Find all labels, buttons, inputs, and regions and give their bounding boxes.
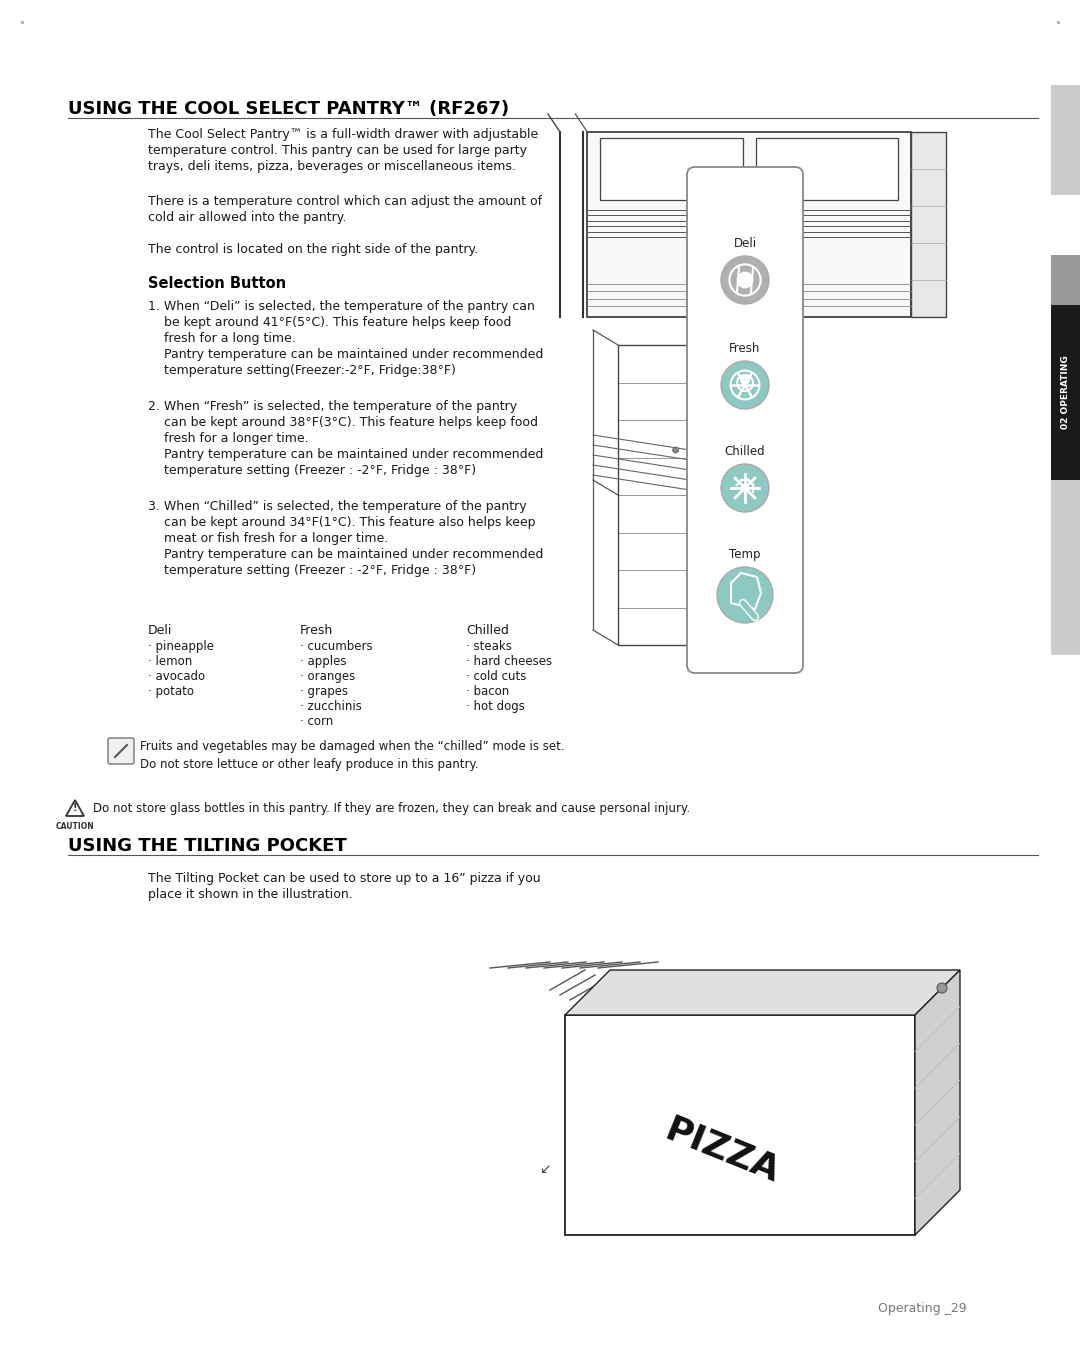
Text: · cucumbers: · cucumbers: [300, 640, 373, 653]
Circle shape: [795, 224, 800, 229]
Text: Fresh: Fresh: [300, 624, 334, 637]
Text: meat or fish fresh for a longer time.: meat or fish fresh for a longer time.: [148, 532, 388, 546]
Text: Pantry temperature can be maintained under recommended: Pantry temperature can be maintained und…: [148, 449, 543, 461]
Text: · corn: · corn: [300, 715, 334, 727]
Text: · steaks: · steaks: [465, 640, 512, 653]
FancyBboxPatch shape: [108, 738, 134, 764]
Circle shape: [741, 484, 750, 492]
Text: USING THE COOL SELECT PANTRY™ (RF267): USING THE COOL SELECT PANTRY™ (RF267): [68, 100, 509, 119]
Text: Operating _29: Operating _29: [878, 1303, 967, 1315]
Bar: [1051, 304, 1080, 480]
Bar: [618, 345, 690, 645]
Text: The control is located on the right side of the pantry.: The control is located on the right side…: [148, 242, 478, 256]
Text: · potato: · potato: [148, 686, 194, 698]
Text: place it shown in the illustration.: place it shown in the illustration.: [148, 888, 353, 901]
Circle shape: [937, 983, 947, 993]
Text: · hot dogs: · hot dogs: [465, 700, 525, 713]
Text: fresh for a longer time.: fresh for a longer time.: [148, 432, 309, 445]
Text: temperature setting (Freezer : -2°F, Fridge : 38°F): temperature setting (Freezer : -2°F, Fri…: [148, 564, 476, 577]
FancyBboxPatch shape: [687, 167, 804, 674]
Text: There is a temperature control which can adjust the amount of: There is a temperature control which can…: [148, 195, 542, 207]
Text: · apples: · apples: [300, 655, 347, 668]
Bar: [565, 1016, 915, 1235]
Text: · avocado: · avocado: [148, 669, 205, 683]
Polygon shape: [565, 970, 960, 1016]
Text: · grapes: · grapes: [300, 686, 348, 698]
Text: trays, deli items, pizza, beverages or miscellaneous items.: trays, deli items, pizza, beverages or m…: [148, 160, 516, 172]
Text: · hard cheeses: · hard cheeses: [465, 655, 552, 668]
Circle shape: [740, 374, 750, 385]
Circle shape: [737, 272, 754, 288]
Circle shape: [721, 463, 769, 512]
Text: Temp: Temp: [729, 548, 760, 560]
Polygon shape: [915, 970, 960, 1235]
Text: The Tilting Pocket can be used to store up to a 16” pizza if you: The Tilting Pocket can be used to store …: [148, 872, 541, 885]
Text: · oranges: · oranges: [300, 669, 355, 683]
Text: Do not store glass bottles in this pantry. If they are frozen, they can break an: Do not store glass bottles in this pantr…: [93, 801, 690, 815]
Text: · pineapple: · pineapple: [148, 640, 214, 653]
Text: 02 OPERATING: 02 OPERATING: [1061, 356, 1070, 430]
Text: · zucchinis: · zucchinis: [300, 700, 362, 713]
Text: temperature control. This pantry can be used for large party: temperature control. This pantry can be …: [148, 144, 527, 158]
Text: CAUTION: CAUTION: [56, 822, 94, 831]
Text: fresh for a long time.: fresh for a long time.: [148, 331, 296, 345]
Text: temperature setting(Freezer:-2°F, Fridge:38°F): temperature setting(Freezer:-2°F, Fridge…: [148, 364, 456, 377]
Circle shape: [721, 361, 769, 409]
Bar: [1051, 480, 1080, 655]
Text: Pantry temperature can be maintained under recommended: Pantry temperature can be maintained und…: [148, 348, 543, 361]
Text: 2. When “Fresh” is selected, the temperature of the pantry: 2. When “Fresh” is selected, the tempera…: [148, 400, 517, 414]
Text: 1. When “Deli” is selected, the temperature of the pantry can: 1. When “Deli” is selected, the temperat…: [148, 300, 535, 313]
Text: can be kept around 38°F(3°C). This feature helps keep food: can be kept around 38°F(3°C). This featu…: [148, 416, 538, 428]
Bar: [588, 132, 912, 317]
Text: !: !: [72, 803, 78, 814]
Bar: [600, 137, 743, 201]
Text: be kept around 41°F(5°C). This feature helps keep food: be kept around 41°F(5°C). This feature h…: [148, 317, 511, 329]
Text: PIZZA: PIZZA: [660, 1113, 785, 1189]
Text: Fruits and vegetables may be damaged when the “chilled” mode is set.
Do not stor: Fruits and vegetables may be damaged whe…: [140, 740, 565, 770]
Text: cold air allowed into the pantry.: cold air allowed into the pantry.: [148, 211, 347, 224]
Text: Pantry temperature can be maintained under recommended: Pantry temperature can be maintained und…: [148, 548, 543, 560]
Text: Fresh: Fresh: [729, 342, 760, 356]
Text: ↙: ↙: [539, 1162, 551, 1176]
Circle shape: [673, 447, 678, 453]
Text: can be kept around 34°F(1°C). This feature also helps keep: can be kept around 34°F(1°C). This featu…: [148, 516, 536, 529]
Text: · lemon: · lemon: [148, 655, 192, 668]
Text: USING THE TILTING POCKET: USING THE TILTING POCKET: [68, 836, 347, 855]
Bar: [756, 137, 899, 201]
Text: 3. When “Chilled” is selected, the temperature of the pantry: 3. When “Chilled” is selected, the tempe…: [148, 500, 527, 513]
FancyBboxPatch shape: [698, 263, 800, 279]
Text: Selection Button: Selection Button: [148, 276, 286, 291]
Circle shape: [698, 224, 703, 229]
Bar: [912, 132, 946, 317]
Text: The Cool Select Pantry™ is a full-width drawer with adjustable: The Cool Select Pantry™ is a full-width …: [148, 128, 538, 141]
Bar: [1051, 255, 1080, 304]
Text: Chilled: Chilled: [465, 624, 509, 637]
Text: · cold cuts: · cold cuts: [465, 669, 526, 683]
Text: Deli: Deli: [148, 624, 173, 637]
Bar: [1051, 85, 1080, 195]
Text: · bacon: · bacon: [465, 686, 510, 698]
Text: temperature setting (Freezer : -2°F, Fridge : 38°F): temperature setting (Freezer : -2°F, Fri…: [148, 463, 476, 477]
Text: Deli: Deli: [733, 237, 757, 251]
Circle shape: [721, 256, 769, 304]
Text: Chilled: Chilled: [725, 445, 766, 458]
Circle shape: [717, 567, 773, 624]
